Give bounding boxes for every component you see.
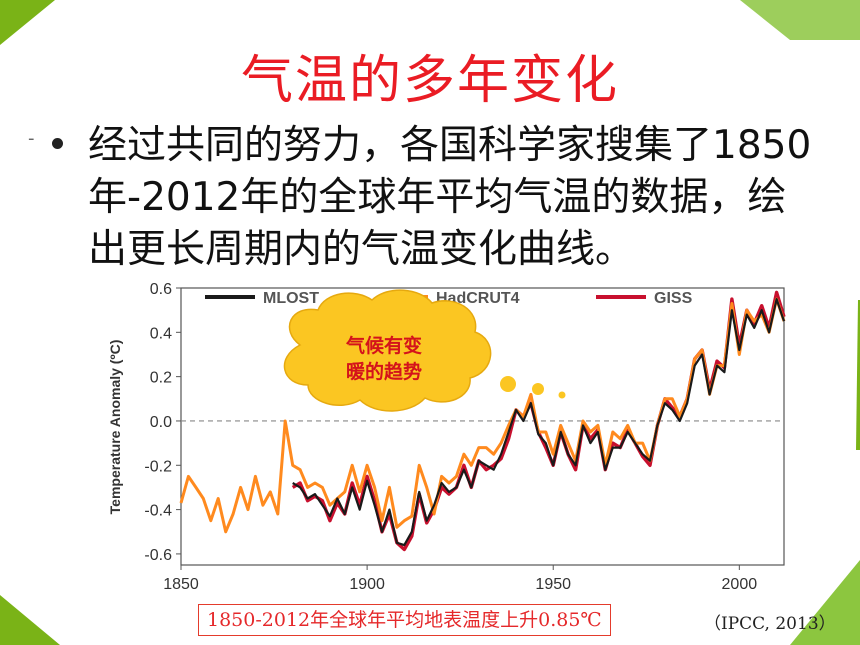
bullet-block: 经过共同的努力，各国科学家搜集了1850年-2012年的全球年平均气温的数据，绘… bbox=[52, 120, 822, 276]
thought-bubble-large bbox=[500, 376, 516, 392]
callout-line-1: 气候有变 bbox=[345, 334, 422, 357]
x-tick-label: 1900 bbox=[349, 576, 385, 593]
top-left-green-shape bbox=[0, 0, 55, 45]
series-line-hadcrut4 bbox=[179, 297, 786, 534]
right-edge-green-shape bbox=[856, 300, 860, 450]
callout-cloud: 气候有变 暖的趋势 bbox=[283, 289, 566, 412]
thought-bubble-small bbox=[558, 391, 566, 399]
bullet-dot bbox=[52, 138, 63, 149]
thought-bubble-medium bbox=[532, 383, 544, 395]
y-axis-label: Temperature Anomaly (ºC) bbox=[107, 340, 123, 515]
y-tick-label: 0.4 bbox=[150, 325, 172, 342]
bottom-left-green-shape bbox=[0, 595, 60, 645]
y-tick-label: 0.0 bbox=[150, 414, 172, 431]
dash-mark: - bbox=[28, 128, 35, 149]
bullet-text: 经过共同的努力，各国科学家搜集了1850年-2012年的全球年平均气温的数据，绘… bbox=[88, 123, 812, 272]
caption-box: 1850-2012年全球年平均地表温度上升0.85℃ bbox=[198, 604, 611, 636]
y-tick-label: 0.2 bbox=[150, 370, 172, 387]
x-axis-ticks: 1850 1900 1950 2000 bbox=[163, 565, 757, 593]
series-line-mlost bbox=[292, 298, 786, 547]
bottom-right-green-shape bbox=[790, 560, 860, 645]
cloud-shape bbox=[283, 289, 492, 412]
legend-label-mlost: MLOST bbox=[263, 290, 319, 307]
x-tick-label: 1950 bbox=[535, 576, 571, 593]
callout-line-2: 暖的趋势 bbox=[346, 360, 422, 383]
y-tick-label: 0.6 bbox=[150, 281, 172, 298]
x-tick-label: 2000 bbox=[722, 576, 758, 593]
legend-label-giss: GISS bbox=[654, 290, 693, 307]
y-axis-ticks: 0.6 0.4 0.2 0.0 -0.2 -0.4 -0.6 bbox=[144, 281, 181, 564]
series-lines bbox=[179, 290, 786, 552]
slide-title: 气温的多年变化 bbox=[240, 51, 619, 111]
top-right-green-shape bbox=[740, 0, 860, 40]
source-note: （IPCC, 2013） bbox=[704, 614, 836, 634]
y-tick-label: -0.2 bbox=[144, 458, 172, 475]
y-tick-label: -0.4 bbox=[144, 503, 172, 520]
x-tick-label: 1850 bbox=[163, 576, 199, 593]
y-tick-label: -0.6 bbox=[144, 547, 172, 564]
plot-frame bbox=[180, 287, 785, 566]
